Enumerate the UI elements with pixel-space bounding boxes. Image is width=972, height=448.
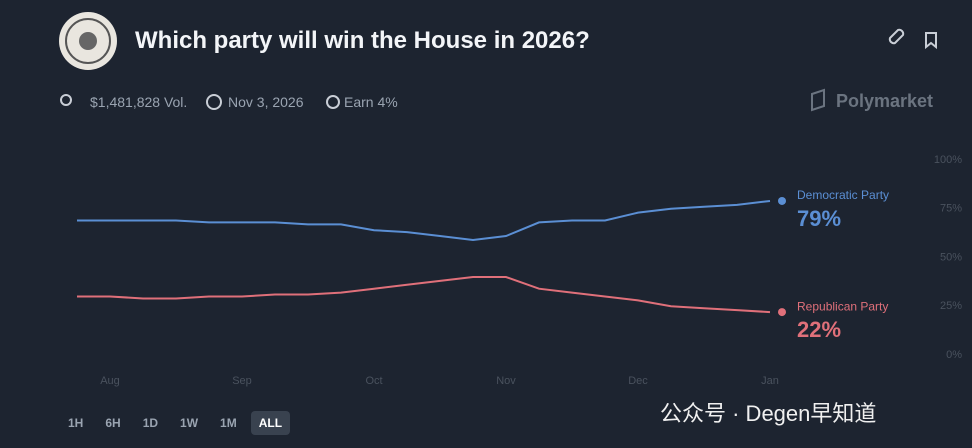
earn[interactable]: Earn 4% <box>344 94 398 110</box>
range-button[interactable]: 1M <box>220 416 237 430</box>
icons <box>60 28 937 112</box>
x-tick-label: Aug <box>100 375 120 387</box>
end-date: Nov 3, 2026 <box>228 94 304 110</box>
y-tick-label: 100% <box>934 154 962 166</box>
link-icon[interactable] <box>888 28 905 45</box>
logo-eagle <box>79 32 97 50</box>
legend-label: Democratic Party <box>797 188 889 202</box>
value-label: 22% <box>797 317 841 342</box>
x-tick-label: Nov <box>496 375 516 387</box>
range-button[interactable]: ALL <box>250 411 291 435</box>
trophy-icon <box>60 94 72 106</box>
range-buttons: 1H 6H 1D 1W 1M ALL <box>60 411 291 435</box>
brand-icon <box>811 88 825 112</box>
y-tick-label: 50% <box>940 251 962 263</box>
x-tick-label: Sep <box>232 375 252 387</box>
end-point <box>778 308 786 317</box>
x-tick-label: Dec <box>628 375 648 387</box>
range-button[interactable]: 6H <box>105 416 121 430</box>
clock-icon <box>206 94 222 110</box>
x-tick-label: Oct <box>365 375 382 387</box>
bookmark-icon[interactable] <box>925 32 937 50</box>
end-point <box>778 196 786 205</box>
earn-icon <box>326 95 340 109</box>
watermark: 公众号 · Degen早知道 <box>660 401 877 426</box>
legend-label: Republican Party <box>797 299 888 313</box>
range-button[interactable]: 1W <box>180 416 199 430</box>
series-line <box>77 199 771 241</box>
title: Which party will win the House in 2026? <box>135 27 590 54</box>
x-tick-label: Jan <box>761 375 779 387</box>
brand: Polymarket <box>836 91 934 111</box>
logo-ring <box>65 18 111 64</box>
y-tick-label: 75% <box>940 203 962 215</box>
range-button[interactable]: 1D <box>142 416 159 430</box>
y-tick-label: 0% <box>946 349 962 361</box>
series-line <box>77 276 771 314</box>
volume: $1,481,828 Vol. <box>90 94 188 110</box>
value-label: 79% <box>797 206 841 231</box>
y-tick-label: 25% <box>940 300 962 312</box>
range-button[interactable]: 1H <box>68 416 84 430</box>
